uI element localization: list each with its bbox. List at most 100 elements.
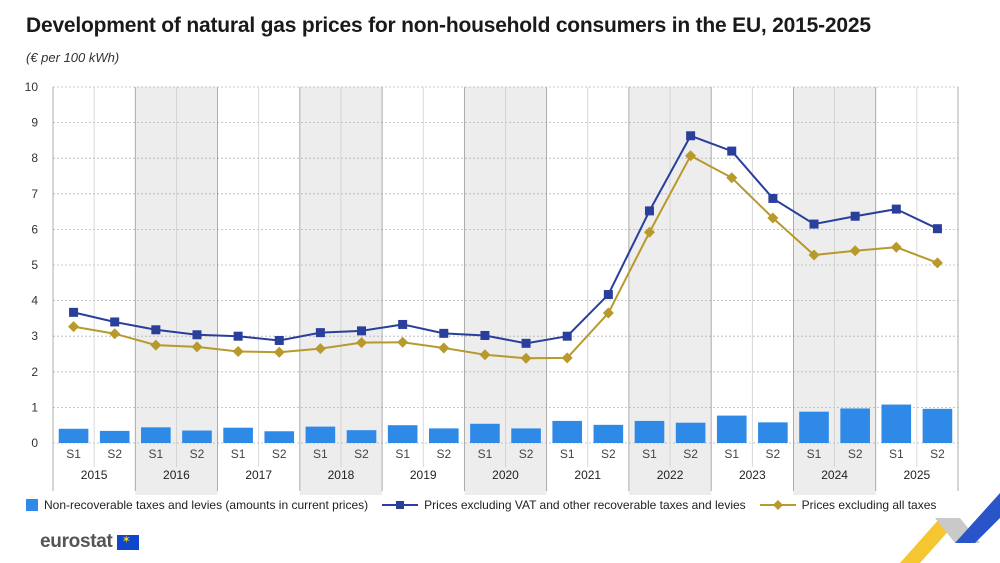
line-all-point-7 bbox=[356, 337, 368, 349]
legend-swatch-vat bbox=[382, 501, 419, 509]
line-all-point-12 bbox=[561, 352, 573, 364]
line-all-point-21 bbox=[931, 257, 943, 269]
bar-7 bbox=[346, 430, 377, 443]
y-tick-label-0: 0 bbox=[31, 436, 38, 450]
legend-swatch-bars bbox=[26, 499, 38, 511]
year-label-2018: 2018 bbox=[328, 468, 355, 482]
legend-label-vat: Prices excluding VAT and other recoverab… bbox=[424, 498, 746, 512]
y-tick-label-2: 2 bbox=[31, 365, 38, 379]
line-all-point-9 bbox=[438, 342, 450, 354]
x-tick-label-10: S1 bbox=[478, 447, 493, 461]
line-all-point-14 bbox=[643, 226, 655, 238]
bar-0 bbox=[58, 428, 89, 443]
bar-17 bbox=[758, 422, 788, 443]
x-tick-label-4: S1 bbox=[231, 447, 246, 461]
line-all-point-13 bbox=[602, 307, 614, 319]
legend-label-all: Prices excluding all taxes bbox=[801, 498, 937, 512]
x-tick-label-17: S2 bbox=[766, 447, 781, 461]
bar-2 bbox=[141, 427, 171, 443]
y-tick-label-4: 4 bbox=[31, 294, 38, 308]
chart-title: Development of natural gas prices for no… bbox=[26, 14, 871, 37]
line-all-point-2 bbox=[150, 339, 162, 351]
legend-label-bars: Non-recoverable taxes and levies (amount… bbox=[44, 498, 369, 512]
line-vat-point-19 bbox=[850, 211, 860, 221]
y-tick-label-1: 1 bbox=[31, 400, 38, 414]
x-tick-label-21: S2 bbox=[930, 447, 945, 461]
year-label-2016: 2016 bbox=[163, 468, 190, 482]
x-tick-label-11: S2 bbox=[519, 447, 534, 461]
y-tick-label-9: 9 bbox=[31, 116, 38, 130]
line-all-point-20 bbox=[890, 241, 902, 253]
x-tick-label-3: S2 bbox=[190, 447, 205, 461]
year-label-2021: 2021 bbox=[574, 468, 601, 482]
line-vat-point-14 bbox=[644, 206, 654, 216]
x-tick-label-15: S2 bbox=[683, 447, 698, 461]
x-tick-label-8: S1 bbox=[395, 447, 410, 461]
line-vat-line bbox=[73, 134, 938, 345]
x-tick-label-1: S2 bbox=[107, 447, 122, 461]
corner-decoration bbox=[900, 493, 1000, 563]
bar-18 bbox=[799, 411, 829, 443]
line-vat-point-10 bbox=[480, 330, 490, 340]
x-tick-label-6: S1 bbox=[313, 447, 328, 461]
x-tick-label-18: S1 bbox=[807, 447, 822, 461]
line-all-point-0 bbox=[68, 321, 80, 333]
bar-9 bbox=[428, 428, 459, 443]
year-label-2019: 2019 bbox=[410, 468, 437, 482]
bar-6 bbox=[305, 426, 336, 443]
line-vat-point-4 bbox=[233, 331, 243, 341]
line-vat-point-11 bbox=[521, 338, 531, 348]
legend-item-vat: Prices excluding VAT and other recoverab… bbox=[382, 498, 746, 512]
bar-11 bbox=[511, 428, 541, 443]
eu-flag-icon bbox=[116, 533, 139, 550]
bar-21 bbox=[922, 408, 953, 443]
bar-19 bbox=[840, 408, 870, 443]
x-tick-label-2: S1 bbox=[148, 447, 163, 461]
year-label-2020: 2020 bbox=[492, 468, 519, 482]
y-tick-label-5: 5 bbox=[31, 258, 38, 272]
line-vat-point-17 bbox=[768, 193, 778, 203]
bar-3 bbox=[182, 430, 212, 443]
bar-4 bbox=[223, 427, 253, 443]
y-tick-label-8: 8 bbox=[31, 151, 38, 165]
line-vat-point-15 bbox=[686, 131, 696, 141]
year-label-2023: 2023 bbox=[739, 468, 766, 482]
y-tick-label-10: 10 bbox=[25, 80, 39, 94]
line-vat-point-21 bbox=[932, 224, 942, 234]
y-axis: 0 1 2 3 4 5 6 7 8 9 10 bbox=[25, 80, 39, 450]
year-label-2015: 2015 bbox=[81, 468, 108, 482]
line-vat-point-13 bbox=[603, 290, 613, 300]
line-vat-point-0 bbox=[69, 307, 79, 317]
x-tick-label-9: S2 bbox=[436, 447, 451, 461]
line-all-point-1 bbox=[109, 328, 121, 340]
x-tick-label-7: S2 bbox=[354, 447, 369, 461]
line-all-point-10 bbox=[479, 349, 491, 361]
line-vat-point-2 bbox=[151, 325, 161, 335]
x-tick-label-0: S1 bbox=[66, 447, 81, 461]
line-all-point-4 bbox=[232, 346, 244, 358]
line-vat-point-6 bbox=[315, 328, 325, 338]
x-tick-label-12: S1 bbox=[560, 447, 575, 461]
x-tick-label-13: S2 bbox=[601, 447, 616, 461]
line-vat-point-12 bbox=[562, 331, 572, 341]
y-tick-label-7: 7 bbox=[31, 187, 38, 201]
bar-10 bbox=[470, 423, 500, 443]
line-vat-point-1 bbox=[110, 317, 120, 327]
line-vat-point-7 bbox=[357, 326, 367, 336]
chart: S1 S2 S1 S2 S1 S2 S1 S2 S1 S2 S1 S2 S1 S2 S1 S2 S1 S2 S1 S2… bbox=[25, 80, 959, 495]
legend: Non-recoverable taxes and levies (amount… bbox=[26, 498, 936, 512]
x-tick-label-5: S2 bbox=[272, 447, 287, 461]
eurostat-logo: eurostat bbox=[40, 531, 139, 553]
line-all-point-11 bbox=[520, 352, 532, 364]
bar-1 bbox=[99, 430, 130, 443]
line-all-point-17 bbox=[767, 212, 779, 224]
line-all-point-3 bbox=[191, 341, 203, 353]
line-vat-point-3 bbox=[192, 330, 202, 340]
line-series-vat bbox=[69, 131, 942, 348]
bar-8 bbox=[387, 425, 418, 443]
line-vat-point-5 bbox=[274, 335, 284, 345]
bar-16 bbox=[716, 415, 747, 443]
bar-13 bbox=[593, 424, 624, 443]
bar-14 bbox=[634, 420, 665, 443]
bar-15 bbox=[675, 422, 706, 443]
